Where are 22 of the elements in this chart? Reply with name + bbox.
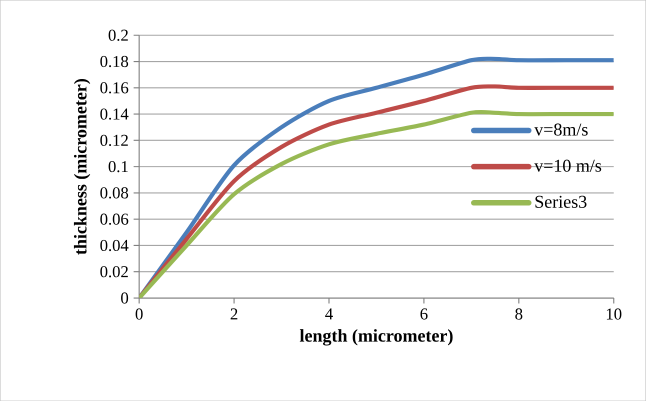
x-axis-title: length (micrometer) <box>300 329 453 346</box>
y-tick-label: 0.04 <box>100 240 128 252</box>
y-tick-label: 0.2 <box>108 30 128 41</box>
y-axis-title: thickness (micrometer) <box>74 78 90 255</box>
legend-label: v=8m/s <box>534 123 588 136</box>
y-tick-label: 0.08 <box>100 187 128 198</box>
y-tick-label: 0.12 <box>100 134 128 146</box>
x-tick-label: 2 <box>230 308 238 320</box>
legend-label: Series3 <box>535 196 586 208</box>
y-tick-label: 0.1 <box>108 160 128 172</box>
y-tick-label: 0.06 <box>100 213 128 225</box>
x-tick-label: 10 <box>606 308 622 320</box>
x-tick-label: 8 <box>515 308 522 320</box>
legend-label: v=10 m/s <box>534 160 602 172</box>
y-tick-label: 0.02 <box>100 266 128 278</box>
y-tick-label: 0.14 <box>100 108 128 120</box>
y-tick-label: 0.18 <box>100 56 128 68</box>
y-tick-label: 0.16 <box>100 82 128 94</box>
x-tick-label: 0 <box>136 308 143 320</box>
y-tick-label: 0 <box>121 292 128 304</box>
x-tick-label: 6 <box>420 308 428 320</box>
x-tick-label: 4 <box>325 308 333 320</box>
